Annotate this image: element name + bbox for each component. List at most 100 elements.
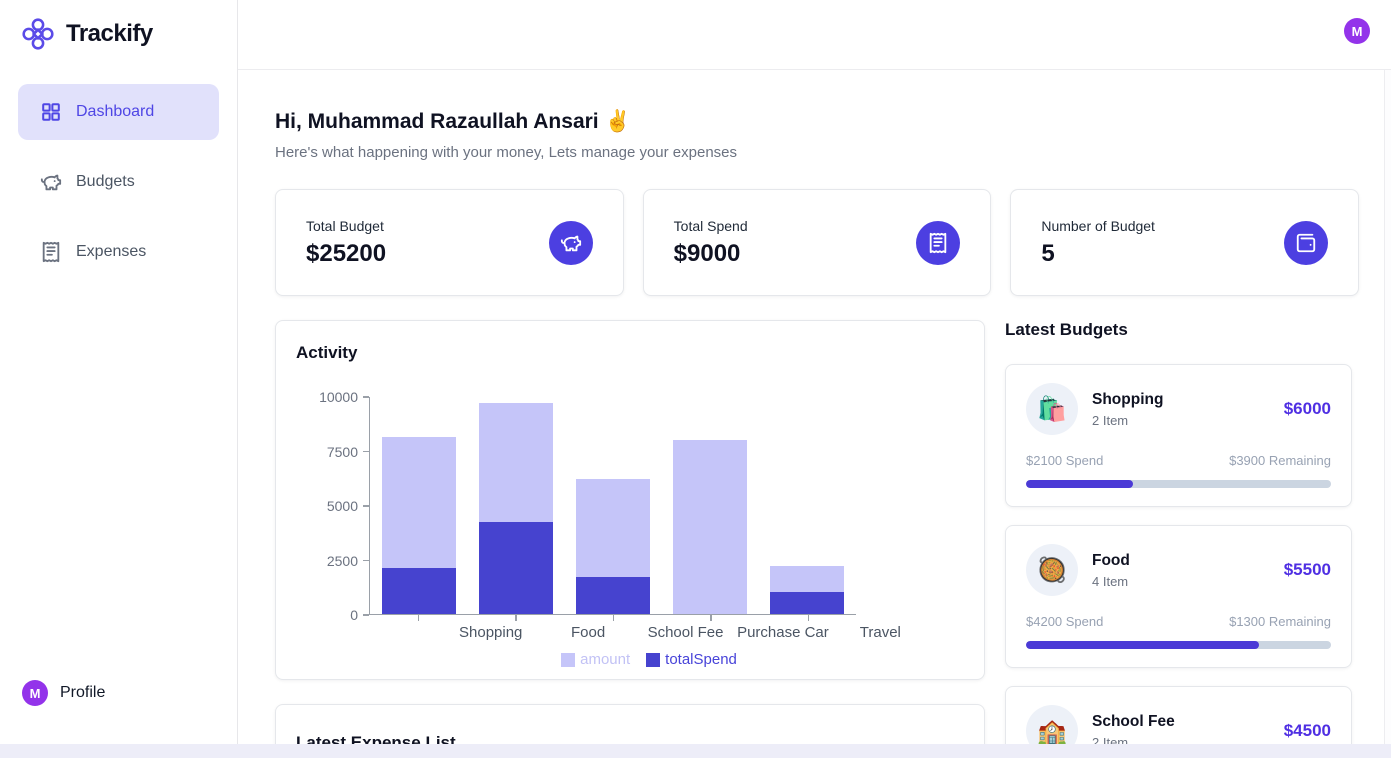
budget-spend-label: $4200 Spend <box>1026 614 1104 629</box>
sidebar-nav: Dashboard Budgets Expenses <box>0 84 237 280</box>
bar-segment-amount <box>381 437 456 569</box>
x-axis-tick <box>612 615 615 621</box>
budget-card-shopping[interactable]: 🛍️ Shopping 2 Item $6000 $2100 Spend $39… <box>1005 364 1352 507</box>
sidebar: Trackify Dashboard Budgets <box>0 0 238 758</box>
chart-bars <box>370 397 856 614</box>
x-axis-tick <box>807 615 810 621</box>
legend-label: amount <box>580 651 631 668</box>
wallet-icon <box>1283 220 1328 265</box>
legend-item: amount <box>561 651 630 668</box>
bar-segment-totalspend <box>770 592 845 614</box>
piggy-bank-icon <box>40 171 62 193</box>
budget-name: Shopping <box>1092 390 1164 408</box>
bar-segment-amount <box>770 566 845 593</box>
x-axis-tick <box>417 615 420 621</box>
app-title: Trackify <box>66 20 153 47</box>
budget-remaining-label: $3900 Remaining <box>1229 453 1331 468</box>
y-axis-tick <box>363 559 369 562</box>
total-spend-card: Total Spend $9000 <box>642 189 992 296</box>
latest-budgets-panel: Latest Budgets 🛍️ Shopping 2 Item $6000 … <box>1005 320 1352 758</box>
sidebar-item-budgets[interactable]: Budgets <box>18 154 219 210</box>
sidebar-item-label: Budgets <box>76 173 135 190</box>
app-logo: Trackify <box>0 0 237 66</box>
x-axis-label: Purchase Car <box>737 624 829 641</box>
y-axis-tick <box>363 396 369 398</box>
x-axis-label: Travel <box>859 624 901 641</box>
page-subtitle: Here's what happening with your money, L… <box>275 144 738 161</box>
stacked-bar <box>770 566 845 614</box>
bar-segment-totalspend <box>576 576 650 614</box>
stat-label: Total Spend <box>673 217 748 234</box>
activity-card: Activity Shopping Food School Fee Purchase … <box>275 320 985 680</box>
shopping-bags-emoji: 🛍️ <box>1026 383 1078 435</box>
legend-item: totalSpend <box>646 651 737 668</box>
y-axis-label: 10000 <box>319 389 358 405</box>
horizontal-scrollbar[interactable] <box>0 744 1391 758</box>
sidebar-profile[interactable]: M Profile <box>22 680 105 706</box>
chart-legend: amount totalSpend <box>369 651 929 668</box>
legend-swatch <box>646 652 661 667</box>
budget-progress-fill <box>1026 641 1259 649</box>
budget-progress-fill <box>1026 480 1133 488</box>
number-of-budget-card: Number of Budget 5 <box>1010 189 1359 296</box>
stat-label: Number of Budget <box>1041 217 1155 234</box>
stacked-bar <box>381 437 456 614</box>
budget-progress-bar <box>1026 641 1331 649</box>
budget-name: School Fee <box>1092 712 1175 730</box>
stat-label: Total Budget <box>306 217 384 234</box>
sidebar-item-dashboard[interactable]: Dashboard <box>18 84 219 140</box>
profile-label: Profile <box>60 684 106 701</box>
y-axis-label: 5000 <box>326 498 358 514</box>
profile-avatar: M <box>22 680 48 706</box>
topbar: M <box>238 0 1391 70</box>
piggy-bank-icon <box>548 220 593 265</box>
budget-item-count: 4 Item <box>1092 573 1129 589</box>
stacked-bar <box>478 402 553 614</box>
chart-bar-slot <box>662 397 759 614</box>
legend-label: totalSpend <box>665 651 737 668</box>
chart-bar-slot <box>759 397 856 614</box>
food-pan-emoji: 🥘 <box>1026 544 1078 596</box>
chart-xlabels: Shopping Food School Fee Purchase Car Travel <box>442 624 929 641</box>
y-axis-label: 2500 <box>326 552 358 569</box>
page-title: Hi, Muhammad Razaullah Ansari ✌️ <box>275 110 631 133</box>
grid-icon <box>40 101 62 123</box>
budget-progress-bar <box>1026 480 1331 488</box>
user-avatar[interactable]: M <box>1344 18 1370 44</box>
budget-remaining-label: $1300 Remaining <box>1229 614 1331 629</box>
legend-swatch <box>561 652 576 667</box>
y-axis-label: 0 <box>350 607 358 623</box>
activity-chart-plot <box>369 397 856 621</box>
stats-row: Total Budget $25200 Total Spend $9000 <box>275 189 1359 296</box>
sidebar-item-expenses[interactable]: Expenses <box>18 224 219 280</box>
vertical-scrollbar[interactable] <box>1384 70 1391 744</box>
receipt-icon <box>40 241 62 263</box>
receipt-icon <box>916 220 961 265</box>
sidebar-item-label: Dashboard <box>76 103 155 120</box>
bar-segment-amount <box>673 439 748 614</box>
trackify-logo-icon <box>20 16 56 52</box>
bar-segment-amount <box>576 478 650 577</box>
y-axis-label: 7500 <box>326 443 358 460</box>
budget-card-food[interactable]: 🥘 Food 4 Item $5500 $4200 Spend $1300 Re… <box>1005 525 1352 668</box>
x-axis-tick <box>515 615 517 621</box>
bar-segment-totalspend <box>381 568 456 614</box>
sidebar-item-label: Expenses <box>76 243 147 260</box>
bar-segment-amount <box>478 402 553 523</box>
budget-name: Food <box>1092 551 1130 569</box>
stat-value: 5 <box>1041 239 1055 267</box>
chart-bar-slot <box>467 397 564 614</box>
x-axis-label: Shopping <box>459 624 523 641</box>
stacked-bar <box>576 478 650 614</box>
x-axis-label: School Fee <box>647 624 724 641</box>
total-budget-card: Total Budget $25200 <box>275 189 624 296</box>
x-axis-tick <box>710 615 712 621</box>
stat-value: $9000 <box>673 239 741 267</box>
budget-amount: $5500 <box>1283 560 1331 579</box>
y-axis-tick <box>363 614 369 616</box>
y-axis-tick <box>363 450 369 453</box>
activity-chart: Shopping Food School Fee Purchase Car Travel… <box>296 389 901 668</box>
chart-bar-slot <box>564 397 661 614</box>
latest-budgets-title: Latest Budgets <box>1005 320 1128 339</box>
stat-value: $25200 <box>306 239 387 267</box>
